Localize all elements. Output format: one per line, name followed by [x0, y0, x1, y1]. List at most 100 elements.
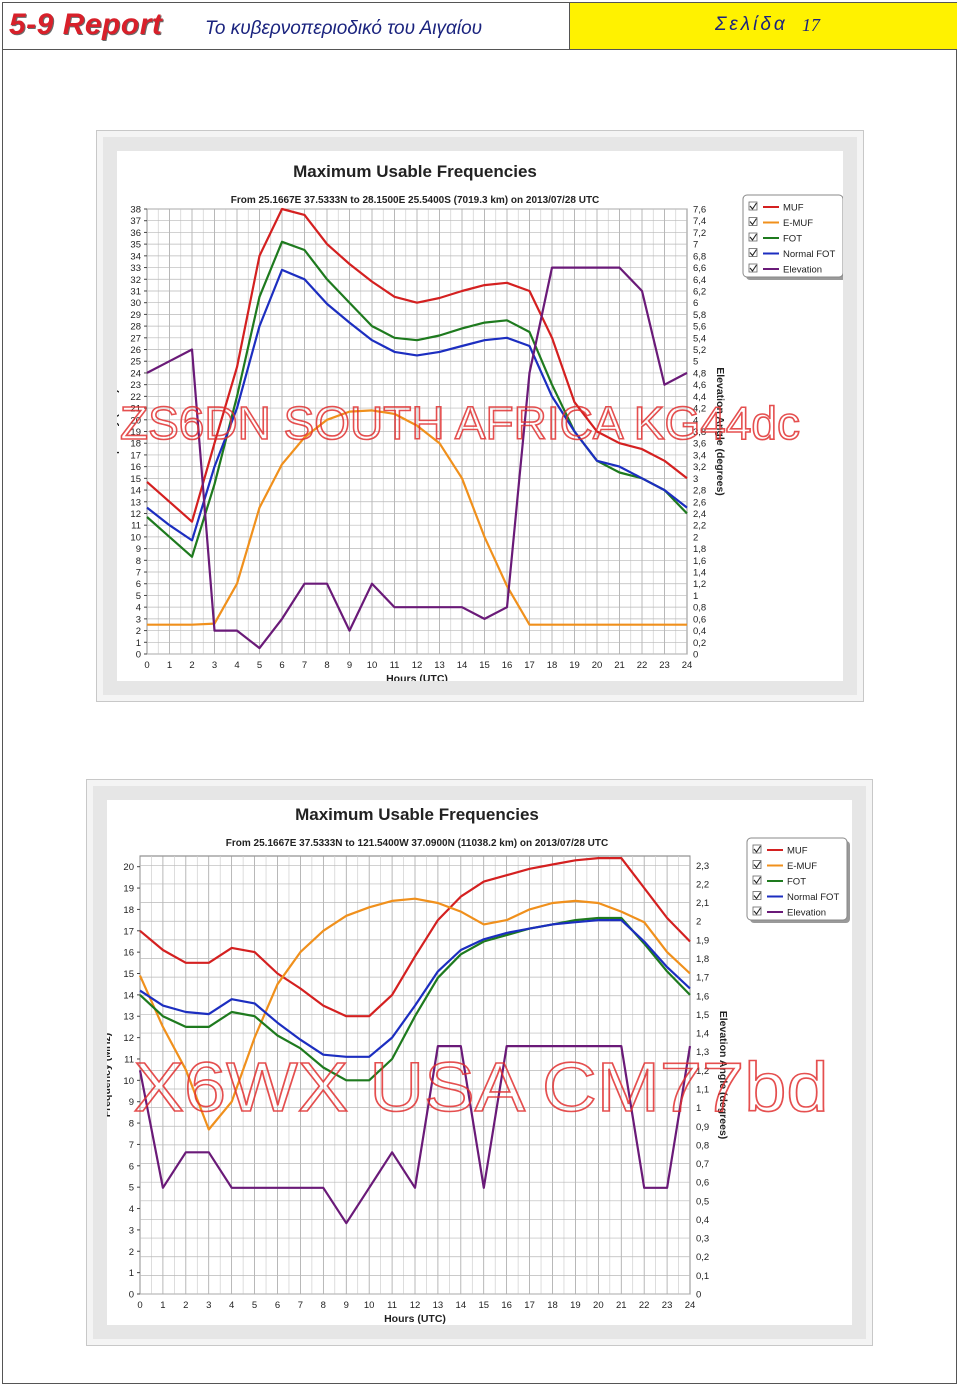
legend-checkbox [748, 217, 758, 226]
y-tick-label: 4 [129, 1204, 134, 1215]
x-tick-label: 0 [144, 660, 149, 671]
y2-tick-label: 2,8 [693, 486, 706, 497]
y-tick-label: 3 [129, 1225, 134, 1236]
legend-label: Elevation [783, 265, 822, 276]
y2-tick-label: 1,3 [696, 1047, 709, 1058]
y2-tick-label: 0,6 [693, 614, 706, 625]
y2-tick-label: 0,5 [696, 1196, 709, 1207]
y-tick-label: 2 [136, 626, 141, 637]
x-tick-label: 18 [547, 1300, 558, 1311]
x-tick-label: 20 [593, 1300, 604, 1311]
y-tick-label: 9 [129, 1097, 134, 1108]
series-line-elevation [138, 1045, 692, 1225]
y-tick-label: 20 [123, 862, 134, 873]
check-icon [753, 876, 761, 884]
y2-tick-label: 6,6 [693, 263, 706, 274]
callsign-watermark: ZS6DN SOUTH AFRICA KG44dc [120, 397, 800, 449]
check-icon [753, 907, 761, 915]
x-tick-label: 13 [433, 1300, 444, 1311]
y-tick-label: 30 [130, 298, 141, 309]
x-tick-label: 8 [321, 1300, 326, 1311]
y2-axis-label: Elevation Angle (degrees) [717, 1011, 729, 1140]
y2-tick-label: 1,2 [696, 1066, 709, 1077]
chart-panel-1: Maximum Usable Frequencies From 25.1667E … [96, 130, 864, 702]
x-tick-label: 21 [616, 1300, 627, 1311]
x-tick-label: 5 [252, 1300, 257, 1311]
y-tick-label: 5 [129, 1183, 134, 1194]
y-tick-label: 19 [123, 884, 134, 895]
y2-tick-label: 2,2 [696, 879, 709, 890]
y-tick-label: 10 [123, 1076, 134, 1087]
y2-tick-label: 2 [696, 917, 701, 928]
legend-checkbox [752, 906, 762, 916]
y2-tick-label: 1 [693, 591, 698, 602]
y-tick-label: 13 [123, 1012, 134, 1023]
y2-tick-label: 0,8 [696, 1140, 709, 1151]
y2-tick-label: 5,6 [693, 322, 706, 333]
y-tick-label: 22 [130, 392, 141, 403]
series-line-e-muf [147, 409, 687, 626]
x-tick-label: 18 [547, 660, 558, 671]
y-tick-label: 31 [130, 286, 141, 297]
y2-tick-label: 1,6 [693, 556, 706, 567]
chart-panel-2: Maximum Usable Frequencies From 25.1667E … [86, 779, 873, 1346]
x-tick-label: 6 [275, 1300, 280, 1311]
x-tick-label: 21 [614, 660, 625, 671]
y-tick-label: 1 [136, 638, 141, 649]
chart-subtitle: From 25.1667E 37.5333N to 121.5400W 37.0… [226, 838, 608, 849]
y2-tick-label: 2,4 [693, 509, 706, 520]
x-tick-label: 10 [367, 660, 378, 671]
legend-label: MUF [783, 203, 804, 214]
y2-tick-label: 1,8 [693, 544, 706, 555]
y2-tick-label: 3,4 [693, 450, 706, 461]
y2-tick-label: 0,4 [696, 1215, 709, 1226]
x-tick-label: 0 [137, 1300, 142, 1311]
x-tick-label: 7 [298, 1300, 303, 1311]
y-tick-label: 18 [130, 439, 141, 450]
x-tick-label: 1 [167, 660, 172, 671]
legend-label: FOT [787, 877, 806, 888]
y2-tick-label: 2,2 [693, 521, 706, 532]
x-tick-label: 4 [234, 660, 239, 671]
y-tick-label: 20 [130, 415, 141, 426]
grid-lines [146, 208, 688, 655]
y2-tick-label: 6,2 [693, 286, 706, 297]
x-tick-label: 19 [570, 1300, 581, 1311]
x-axis-label: Hours (UTC) [386, 673, 448, 681]
x-tick-label: 3 [212, 660, 217, 671]
y2-tick-label: 3,2 [693, 462, 706, 473]
brand-area: 5-9 Report Το κυβερνοπεριοδικό του Αιγαί… [3, 3, 568, 49]
muf-chart-south-africa: Maximum Usable Frequencies From 25.1667E … [108, 162, 846, 685]
page-label: Σελίδα [715, 14, 788, 35]
y-tick-label: 32 [130, 275, 141, 286]
y-tick-label: 15 [123, 969, 134, 980]
x-tick-label: 17 [524, 660, 535, 671]
page-number: 17 [802, 15, 820, 35]
y-tick-label: 11 [131, 521, 141, 532]
y2-tick-label: 1,1 [696, 1084, 709, 1095]
y-tick-label: 12 [130, 509, 141, 520]
x-tick-label: 24 [682, 660, 693, 671]
y-tick-label: 17 [130, 450, 141, 461]
series-line-fot [139, 916, 691, 1082]
y-tick-label: 26 [130, 345, 141, 356]
y-tick-label: 16 [123, 948, 134, 959]
x-tick-label: 16 [501, 1300, 512, 1311]
y-tick-label: 14 [130, 486, 141, 497]
y2-tick-label: 1,4 [693, 568, 706, 579]
callsign-watermark: X6WX USA CM77bd [134, 1048, 829, 1126]
magazine-name: 5-9 Report [9, 8, 163, 41]
y2-tick-label: 0,7 [696, 1159, 709, 1170]
series-line-elevation [146, 266, 688, 650]
legend-label: Normal FOT [783, 249, 835, 260]
y-tick-label: 0 [136, 650, 141, 661]
x-tick-label: 1 [160, 1300, 165, 1311]
y2-tick-label: 6 [693, 298, 698, 309]
x-tick-label: 15 [479, 660, 490, 671]
y2-tick-label: 1,2 [693, 579, 706, 590]
y2-axis-label: Elevation Angle (degrees) [714, 367, 726, 496]
chart-title: Maximum Usable Frequencies [293, 162, 537, 181]
legend-label: E-MUF [783, 218, 813, 229]
series-line-muf [139, 856, 691, 1018]
legend-checkbox [748, 232, 758, 242]
